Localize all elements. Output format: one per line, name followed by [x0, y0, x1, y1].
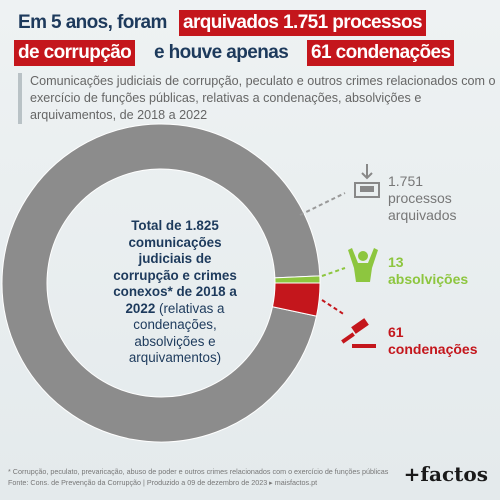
- value-label: 1.751: [388, 173, 424, 189]
- label: 61 condenações: [388, 324, 477, 358]
- donut-segment: [1, 123, 321, 443]
- category-label: absolvições: [388, 271, 469, 287]
- donut-segment: [271, 282, 321, 317]
- acquittal-icon: [348, 248, 378, 282]
- gavel-icon: [341, 318, 376, 348]
- title-highlight: 61 condenações: [307, 40, 455, 66]
- footer: * Corrupção, peculato, prevaricação, abu…: [8, 466, 388, 488]
- footnote: * Corrupção, peculato, prevaricação, abu…: [8, 467, 389, 476]
- leader-line: [299, 192, 346, 216]
- title-part: e houve apenas: [154, 42, 289, 63]
- category-label: condenações: [388, 341, 478, 357]
- subtitle: Comunicações judiciais de corrupção, pec…: [18, 73, 500, 124]
- value-label: 13: [388, 254, 404, 270]
- source: Fonte: Cons. de Prevenção da Corrupção |…: [8, 478, 318, 487]
- label: 1.751 processos arquivados: [388, 173, 478, 224]
- center-bold: Total de 1.825 comunicações judiciais de…: [113, 218, 237, 316]
- leader-line: [321, 267, 346, 277]
- center-regular: (relativas a condenações, absolvições e …: [128, 300, 225, 366]
- title-part: Em 5 anos, foram: [18, 12, 167, 33]
- logo: +factos: [403, 462, 488, 486]
- label: 13 absolvições: [388, 254, 468, 288]
- title-highlight: arquivados 1.751 processos: [179, 10, 426, 36]
- category-label: processos arquivados: [388, 190, 457, 223]
- leader-line: [321, 299, 346, 316]
- title-highlight: de corrupção: [14, 40, 136, 66]
- center-text: Total de 1.825 comunicações judiciais de…: [105, 218, 245, 367]
- archive-icon: [354, 164, 380, 198]
- value-label: 61: [388, 324, 404, 340]
